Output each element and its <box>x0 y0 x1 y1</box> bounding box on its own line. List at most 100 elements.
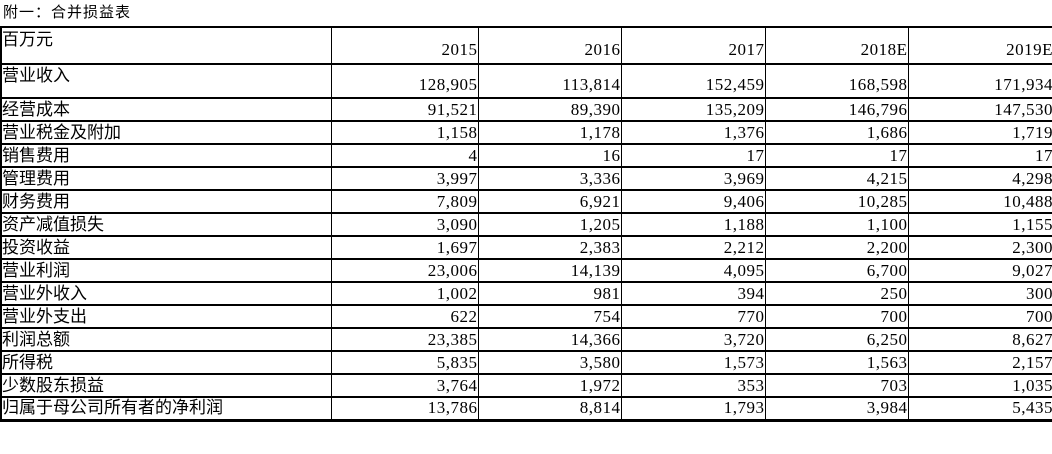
cell-value: 770 <box>620 304 766 329</box>
cell-value: 1,376 <box>620 120 766 145</box>
cell-value: 3,997 <box>330 166 479 191</box>
cell-value: 128,905 <box>330 63 479 99</box>
cell-value: 89,390 <box>477 97 622 122</box>
cell-value: 9,027 <box>907 258 1052 283</box>
cell-value: 9,406 <box>620 189 766 214</box>
column-header-2018e: 2018E <box>764 26 909 65</box>
table-row: 营业税金及附加 1,158 1,178 1,376 1,686 1,719 <box>0 120 1052 145</box>
cell-value: 1,793 <box>620 396 766 421</box>
cell-value: 2,212 <box>620 235 766 260</box>
cell-value: 10,488 <box>907 189 1052 214</box>
cell-value: 754 <box>477 304 622 329</box>
cell-value: 1,178 <box>477 120 622 145</box>
cell-value: 13,786 <box>330 396 479 421</box>
cell-value: 1,205 <box>477 212 622 237</box>
cell-value: 1,002 <box>330 281 479 306</box>
cell-value: 353 <box>620 373 766 398</box>
column-header-2017: 2017 <box>620 26 766 65</box>
cell-value: 168,598 <box>764 63 909 99</box>
cell-value: 1,697 <box>330 235 479 260</box>
cell-value: 3,336 <box>477 166 622 191</box>
cell-value: 1,573 <box>620 350 766 375</box>
cell-value: 2,383 <box>477 235 622 260</box>
cell-value: 17 <box>764 143 909 168</box>
cell-value: 4,298 <box>907 166 1052 191</box>
table-row: 营业外支出 622 754 770 700 700 <box>0 304 1052 329</box>
table-body: 营业收入 128,905 113,814 152,459 168,598 171,934 经… <box>0 63 1052 421</box>
cell-value: 17 <box>907 143 1052 168</box>
cell-value: 113,814 <box>477 63 622 99</box>
table-row: 所得税 5,835 3,580 1,573 1,563 2,157 <box>0 350 1052 375</box>
row-label: 营业利润 <box>0 258 332 283</box>
cell-value: 17 <box>620 143 766 168</box>
table-row: 财务费用 7,809 6,921 9,406 10,285 10,488 <box>0 189 1052 214</box>
cell-value: 6,921 <box>477 189 622 214</box>
cell-value: 703 <box>764 373 909 398</box>
cell-value: 1,035 <box>907 373 1052 398</box>
row-label: 经营成本 <box>0 97 332 122</box>
row-label: 所得税 <box>0 350 332 375</box>
row-label: 销售费用 <box>0 143 332 168</box>
cell-value: 23,006 <box>330 258 479 283</box>
row-label: 利润总额 <box>0 327 332 352</box>
row-label: 财务费用 <box>0 189 332 214</box>
cell-value: 3,764 <box>330 373 479 398</box>
row-label: 营业收入 <box>0 63 332 99</box>
cell-value: 6,700 <box>764 258 909 283</box>
unit-header: 百万元 <box>0 26 332 65</box>
cell-value: 8,627 <box>907 327 1052 352</box>
cell-value: 91,521 <box>330 97 479 122</box>
row-label: 归属于母公司所有者的净利润 <box>0 396 332 421</box>
cell-value: 4,215 <box>764 166 909 191</box>
cell-value: 14,366 <box>477 327 622 352</box>
cell-value: 3,720 <box>620 327 766 352</box>
row-label: 资产减值损失 <box>0 212 332 237</box>
cell-value: 300 <box>907 281 1052 306</box>
table-row: 资产减值损失 3,090 1,205 1,188 1,100 1,155 <box>0 212 1052 237</box>
cell-value: 2,157 <box>907 350 1052 375</box>
cell-value: 5,435 <box>907 396 1052 421</box>
cell-value: 622 <box>330 304 479 329</box>
row-label: 投资收益 <box>0 235 332 260</box>
cell-value: 1,155 <box>907 212 1052 237</box>
row-label: 营业外支出 <box>0 304 332 329</box>
cell-value: 4,095 <box>620 258 766 283</box>
cell-value: 3,580 <box>477 350 622 375</box>
cell-value: 2,300 <box>907 235 1052 260</box>
cell-value: 16 <box>477 143 622 168</box>
cell-value: 3,969 <box>620 166 766 191</box>
table-header-row: 百万元 2015 2016 2017 2018E 2019E <box>0 26 1052 65</box>
table-row: 利润总额 23,385 14,366 3,720 6,250 8,627 <box>0 327 1052 352</box>
table-row: 归属于母公司所有者的净利润 13,786 8,814 1,793 3,984 5,435 <box>0 396 1052 421</box>
cell-value: 1,188 <box>620 212 766 237</box>
cell-value: 146,796 <box>764 97 909 122</box>
cell-value: 4 <box>330 143 479 168</box>
cell-value: 700 <box>907 304 1052 329</box>
row-label: 营业税金及附加 <box>0 120 332 145</box>
cell-value: 1,100 <box>764 212 909 237</box>
income-statement-table: 百万元 2015 2016 2017 2018E 2019E 营业收入 128,9… <box>0 26 1052 422</box>
column-header-2015: 2015 <box>330 26 479 65</box>
cell-value: 171,934 <box>907 63 1052 99</box>
row-label: 少数股东损益 <box>0 373 332 398</box>
cell-value: 23,385 <box>330 327 479 352</box>
cell-value: 10,285 <box>764 189 909 214</box>
cell-value: 1,719 <box>907 120 1052 145</box>
cell-value: 5,835 <box>330 350 479 375</box>
cell-value: 6,250 <box>764 327 909 352</box>
cell-value: 700 <box>764 304 909 329</box>
cell-value: 1,158 <box>330 120 479 145</box>
cell-value: 2,200 <box>764 235 909 260</box>
column-header-2016: 2016 <box>477 26 622 65</box>
cell-value: 3,090 <box>330 212 479 237</box>
table-row: 营业收入 128,905 113,814 152,459 168,598 171,934 <box>0 63 1052 99</box>
table-row: 营业利润 23,006 14,139 4,095 6,700 9,027 <box>0 258 1052 283</box>
table-row: 投资收益 1,697 2,383 2,212 2,200 2,300 <box>0 235 1052 260</box>
row-label: 管理费用 <box>0 166 332 191</box>
table-row: 少数股东损益 3,764 1,972 353 703 1,035 <box>0 373 1052 398</box>
cell-value: 135,209 <box>620 97 766 122</box>
cell-value: 152,459 <box>620 63 766 99</box>
table-row: 经营成本 91,521 89,390 135,209 146,796 147,530 <box>0 97 1052 122</box>
cell-value: 3,984 <box>764 396 909 421</box>
